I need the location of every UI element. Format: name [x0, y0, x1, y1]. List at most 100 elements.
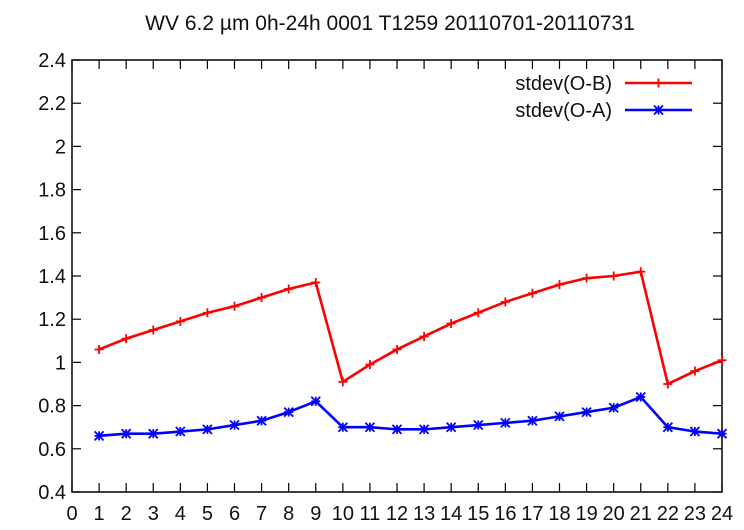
series-2-point [256, 415, 267, 426]
x-tick-label: 2 [121, 503, 132, 525]
y-tick-label: 2 [55, 136, 66, 158]
series-2-point [391, 424, 403, 435]
y-tick-label: 0.4 [38, 482, 66, 504]
marker-stroke [93, 430, 105, 441]
legend-label: stdev(O-B) [515, 73, 612, 95]
y-tick-label: 1.4 [38, 266, 66, 288]
series-1-point [609, 271, 619, 281]
series-2-point [554, 411, 565, 422]
series-2-point [121, 428, 132, 439]
y-tick-label: 0.8 [38, 396, 66, 418]
series-2-point [418, 424, 430, 435]
series-2-point [716, 428, 728, 439]
marker-stroke [635, 391, 646, 403]
x-tick-label: 10 [332, 503, 354, 525]
marker-stroke [418, 424, 430, 435]
marker-stroke [310, 396, 321, 407]
y-tick-label: 1 [55, 352, 66, 374]
series-1-point [338, 377, 348, 387]
y-axis: 0.4 0.6 0.8 1 1.2 1.4 1.6 1.8 2 2.2 2.4 [38, 50, 722, 504]
x-tick-label: 13 [413, 503, 435, 525]
series-line-1 [98, 270, 723, 386]
marker-stroke [446, 422, 457, 433]
series-1-point [230, 301, 239, 311]
marker-stroke [500, 417, 511, 429]
x-tick-label: 3 [148, 503, 159, 525]
series-2-point [608, 402, 619, 413]
series-2-point [500, 417, 511, 429]
marker-stroke [148, 428, 159, 439]
x-tick-label: 18 [548, 503, 570, 525]
marker-stroke [527, 415, 538, 426]
marker-stroke [473, 419, 484, 431]
series-1-point [717, 355, 727, 365]
series-1-point [94, 344, 104, 354]
x-axis: 0 1 2 3 4 5 6 7 8 9 10 11 12 13 14 15 16 17 18 19 20 21 22 23 24 [66, 60, 733, 525]
x-tick-label: 0 [66, 503, 77, 525]
series-2-point [310, 396, 321, 407]
x-tick-label: 4 [175, 503, 186, 525]
marker-stroke [554, 411, 565, 422]
x-tick-label: 5 [202, 503, 213, 525]
marker-stroke [662, 422, 673, 433]
series-2-point [581, 406, 592, 418]
y-tick-label: 0.6 [38, 439, 66, 461]
x-tick-label: 20 [603, 503, 625, 525]
series-2-point [689, 426, 701, 437]
series-1-point [284, 284, 294, 294]
series-1-point [311, 277, 321, 287]
marker-stroke [337, 422, 348, 433]
marker-stroke [608, 402, 619, 413]
x-tick-label: 1 [94, 503, 105, 525]
y-tick-label: 1.2 [38, 309, 66, 331]
series-2-point [202, 424, 213, 435]
series-1-point [202, 308, 212, 318]
marker-stroke [256, 415, 267, 426]
x-tick-label: 14 [440, 503, 462, 525]
y-tick-label: 2.4 [38, 50, 66, 72]
marker-stroke [581, 406, 592, 418]
x-tick-label: 23 [684, 503, 706, 525]
y-tick-label: 1.8 [38, 180, 66, 202]
series-1-point [419, 331, 429, 341]
series-1-point [257, 293, 267, 303]
marker-stroke [364, 422, 376, 433]
series-1-point [582, 273, 592, 283]
x-tick-label: 22 [657, 503, 679, 525]
series-1-point [636, 267, 646, 277]
x-tick-label: 9 [310, 503, 321, 525]
series-2-point [175, 426, 186, 437]
series-2-point [662, 422, 673, 433]
series-2-point [337, 422, 348, 433]
series-1-point [175, 316, 185, 326]
series-1-point [690, 366, 700, 376]
x-tick-label: 7 [256, 503, 267, 525]
y-tick-label: 1.6 [38, 223, 66, 245]
series-1-point [148, 325, 158, 335]
marker-stroke [175, 426, 186, 437]
series-1-point [446, 319, 456, 329]
series-2-point [364, 422, 376, 433]
y-tick-label: 2.2 [38, 93, 66, 115]
chart-title: WV 6.2 µm 0h-24h 0001 T1259 20110701-201… [145, 12, 635, 35]
legend-swatch-marker [653, 104, 664, 116]
x-tick-label: 6 [229, 503, 240, 525]
marker-stroke [121, 428, 132, 439]
x-tick-label: 15 [467, 503, 489, 525]
series-1-point [527, 288, 537, 298]
legend-label: stdev(O-A) [515, 100, 612, 122]
x-tick-label: 16 [494, 503, 516, 525]
series-2-point [527, 415, 538, 426]
series-1-point [500, 297, 510, 307]
x-tick-label: 17 [521, 503, 543, 525]
legend: stdev(O-B) stdev(O-A) [515, 73, 692, 122]
series-1-point [121, 334, 131, 344]
marker-stroke [716, 428, 728, 439]
series-line-2 [98, 395, 723, 438]
series-1-point [392, 344, 402, 354]
marker-stroke [653, 104, 664, 116]
series-2-point [93, 430, 105, 441]
series-1-point [365, 360, 375, 370]
marker-stroke [689, 426, 701, 437]
